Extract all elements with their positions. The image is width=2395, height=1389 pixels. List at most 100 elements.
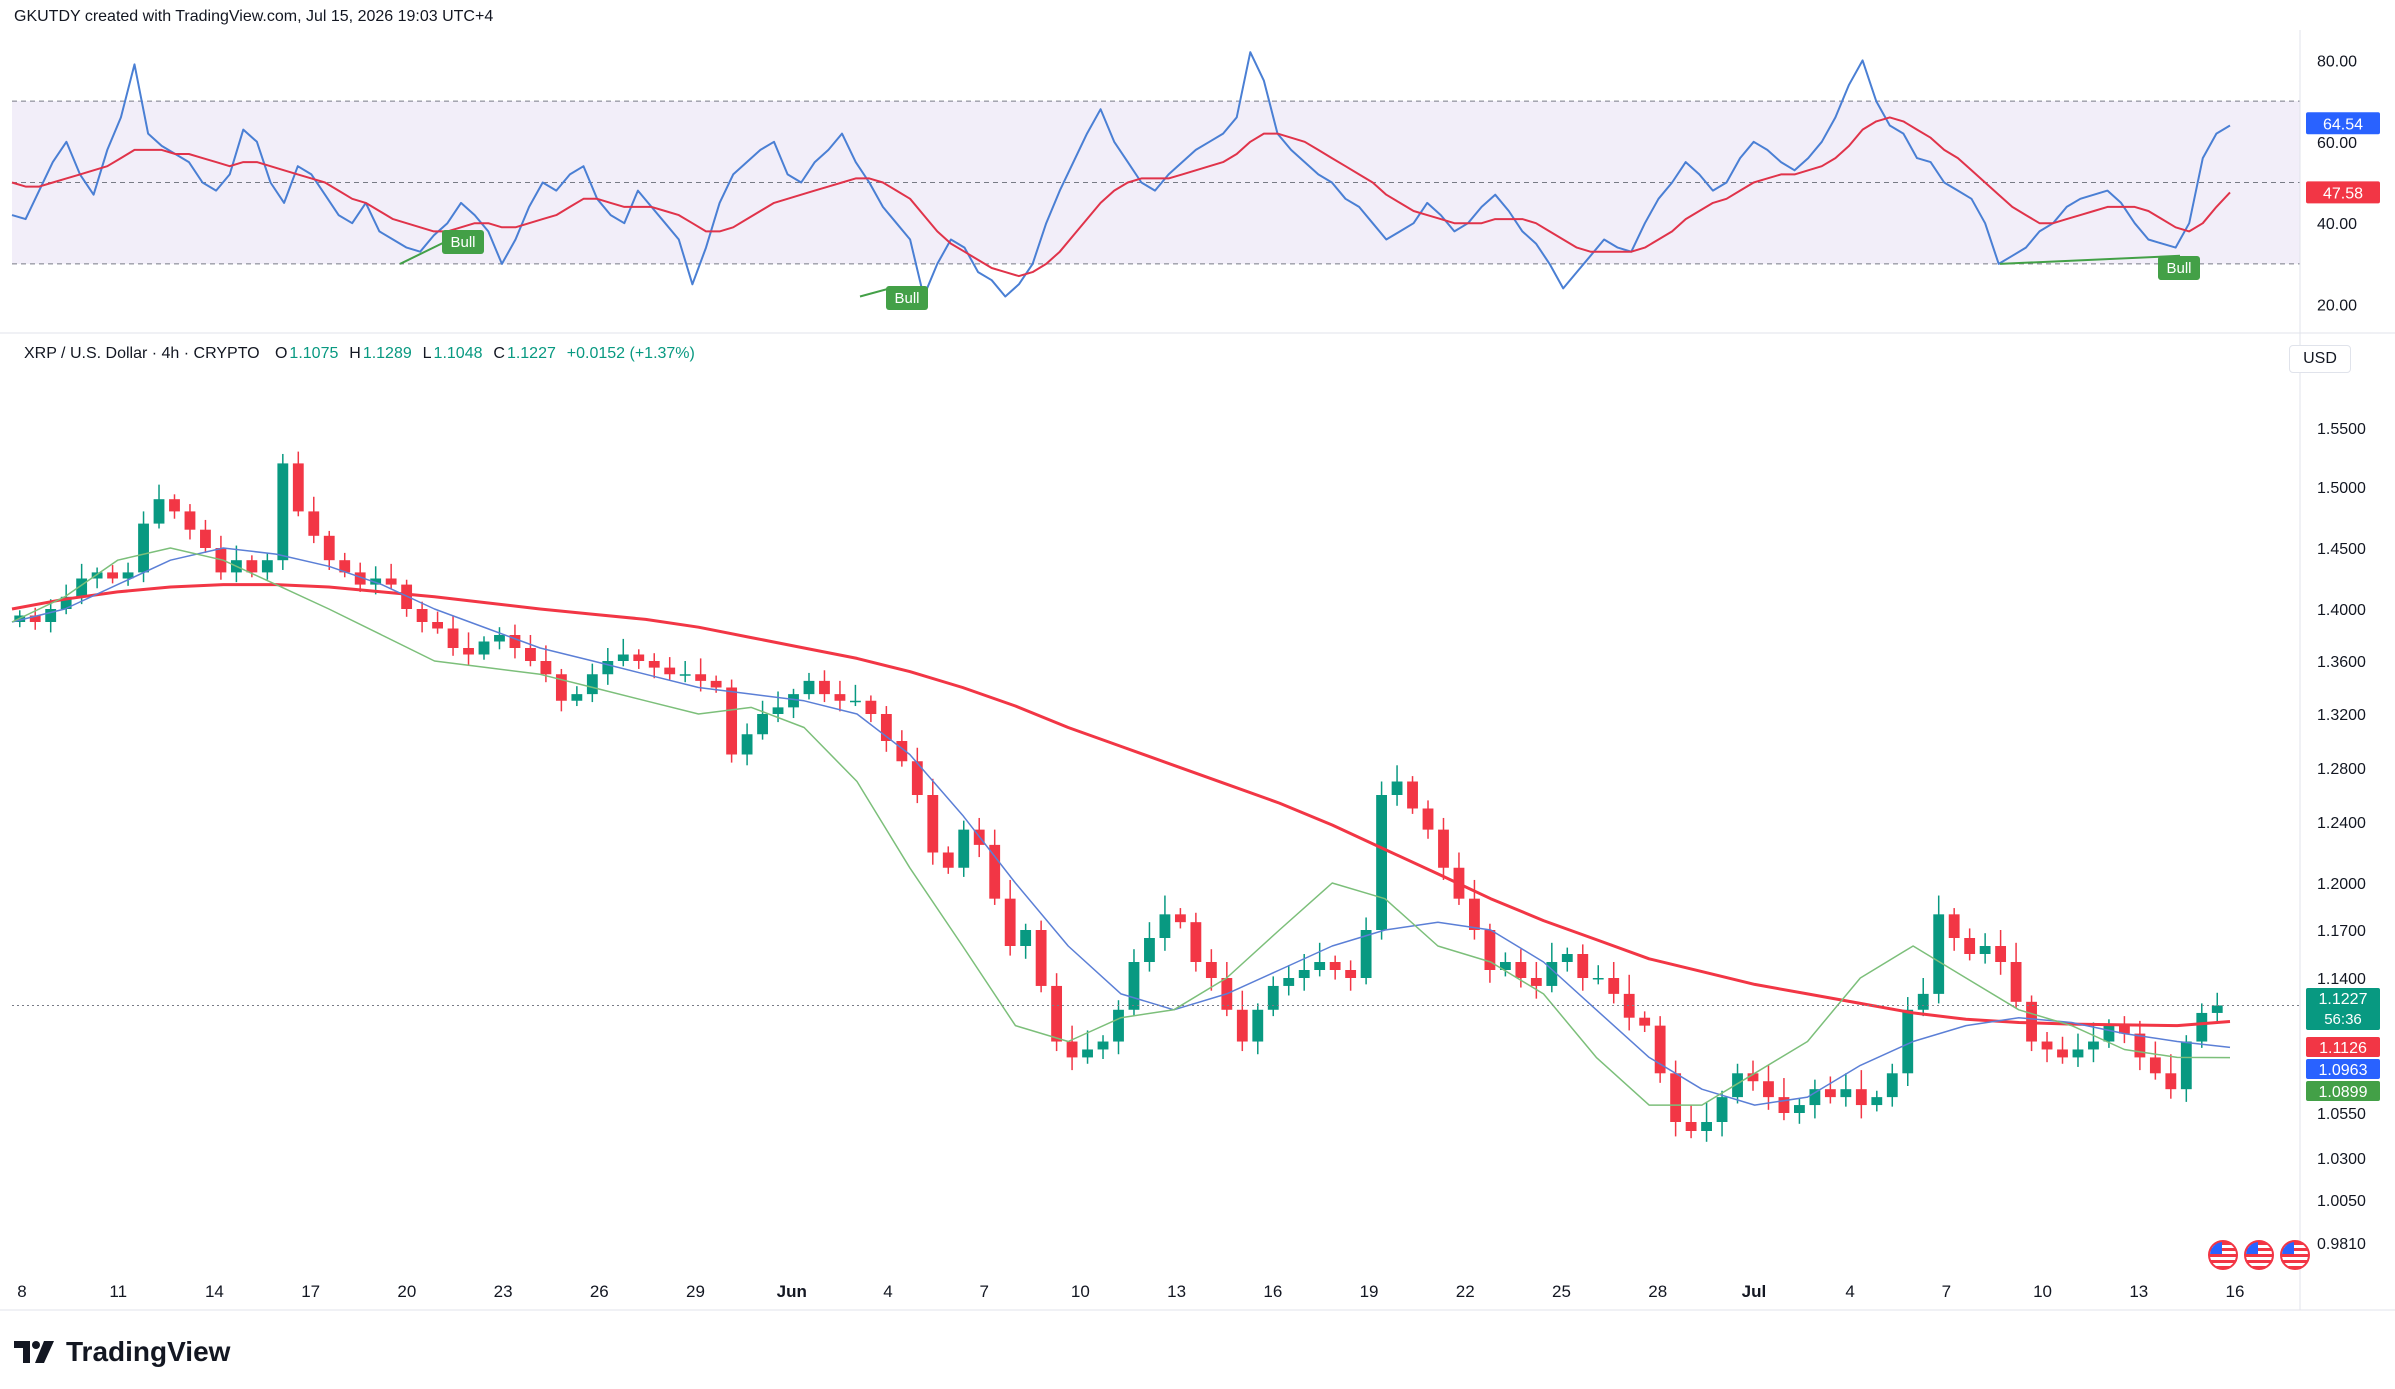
rsi-tick-label: 40.00	[2317, 216, 2357, 233]
us-flag-icon[interactable]	[2280, 1240, 2310, 1270]
candle-body	[1685, 1122, 1697, 1131]
candle-body	[1995, 946, 2007, 962]
candle-body	[958, 829, 970, 868]
candle-body	[1407, 781, 1418, 809]
time-tick-label: 4	[883, 1282, 892, 1301]
candle-body	[200, 529, 211, 548]
candle-body	[1809, 1089, 1821, 1106]
price-badge-label: 1.1126	[2319, 1040, 2367, 1057]
close-value: 1.1227	[506, 345, 556, 362]
candle-body	[555, 674, 567, 701]
candle-body	[1391, 781, 1403, 795]
time-tick-label: Jul	[1742, 1282, 1767, 1301]
candle-body	[1716, 1097, 1728, 1122]
divergence-line	[859, 287, 891, 298]
price-tick-label: 1.0550	[2317, 1106, 2366, 1123]
candle-body	[494, 635, 505, 642]
candle-body	[1376, 795, 1388, 930]
candle-body	[1561, 954, 1573, 962]
time-tick-label: 26	[590, 1282, 609, 1301]
bull-label-box	[442, 230, 484, 254]
tradingview-icon	[14, 1341, 54, 1363]
price-badge-label: 1.1227	[2319, 991, 2368, 1008]
candle-body	[571, 694, 583, 701]
candle-body	[2057, 1049, 2068, 1058]
event-flags[interactable]	[2208, 1240, 2310, 1270]
price-tick-label: 1.4500	[2317, 541, 2366, 558]
candle-body	[29, 615, 41, 622]
candle-body	[2010, 962, 2022, 1002]
candle-body	[927, 795, 939, 853]
candle-body	[138, 523, 149, 573]
price-tick-label: 1.0300	[2317, 1151, 2366, 1168]
candle-body	[463, 648, 474, 655]
candle-body	[1778, 1097, 1790, 1113]
symbol-label[interactable]: XRP / U.S. Dollar · 4h · CRYPTO	[24, 345, 260, 362]
candle-body	[1205, 962, 1217, 978]
price-badge	[2306, 1037, 2380, 1057]
candle-body	[1871, 1097, 1883, 1106]
price-panel[interactable]	[11, 451, 2300, 1142]
candle-body	[1623, 993, 1635, 1018]
candle-body	[1886, 1073, 1898, 1098]
candle-body	[1252, 1009, 1264, 1042]
candle-body	[1438, 829, 1449, 868]
currency-button[interactable]: USD	[2289, 345, 2351, 373]
ma-mid-line	[11, 547, 2231, 1106]
bull-label: Bull	[894, 290, 919, 307]
candle-body	[292, 463, 304, 512]
candle-body	[1824, 1089, 1836, 1098]
candle-body	[989, 844, 1001, 899]
candle-body	[1035, 930, 1047, 986]
bull-label-box	[886, 286, 928, 310]
candle-body	[1948, 914, 1960, 938]
candle-body	[1345, 970, 1357, 978]
rsi-badge	[2306, 112, 2380, 135]
candle-body	[478, 641, 490, 655]
candle-body	[2134, 1033, 2146, 1058]
rsi-tick-label: 60.00	[2317, 135, 2357, 152]
candle-body	[1530, 978, 1542, 986]
axes: 80.00 60.00 40.00 20.00 1.5500 1.5000 1.4500 1.…	[0, 30, 2395, 1311]
tradingview-logo[interactable]: TradingView	[14, 1336, 230, 1368]
rsi-panel[interactable]: Bull Bull Bull	[11, 51, 2300, 310]
time-tick-label: 8	[17, 1282, 26, 1301]
candle-body	[385, 578, 397, 585]
divergence-line	[399, 238, 451, 265]
time-tick-label: 22	[1456, 1282, 1475, 1301]
low-value: 1.1048	[433, 345, 483, 362]
candle-body	[1190, 922, 1202, 962]
price-badge-label: 1.0963	[2319, 1062, 2368, 1079]
bull-label: Bull	[2166, 260, 2191, 277]
candle-body	[153, 499, 165, 524]
us-flag-icon[interactable]	[2208, 1240, 2238, 1270]
candle-body	[1902, 1009, 1914, 1074]
candle-body	[416, 609, 428, 622]
bull-label-box	[2158, 256, 2200, 280]
candle-body	[602, 661, 614, 675]
candle-body	[122, 572, 134, 579]
candle-body	[540, 661, 552, 675]
price-tick-label: 1.2400	[2317, 815, 2366, 832]
price-badge-label: 1.0899	[2319, 1084, 2368, 1101]
time-tick-label: 19	[1360, 1282, 1379, 1301]
candle-body	[1639, 1017, 1651, 1026]
candle-body	[1144, 938, 1155, 962]
price-badge	[2306, 1059, 2380, 1079]
candle-body	[169, 499, 180, 512]
us-flag-icon[interactable]	[2244, 1240, 2274, 1270]
time-tick-label: 17	[301, 1282, 320, 1301]
candle-body	[246, 560, 258, 573]
high-value: 1.1289	[362, 345, 412, 362]
low-label: L	[422, 345, 432, 362]
price-badge	[2306, 1081, 2380, 1101]
candle-body	[1840, 1089, 1852, 1098]
candle-body	[1701, 1122, 1712, 1131]
candle-body	[772, 707, 784, 714]
time-tick-label: 13	[2129, 1282, 2148, 1301]
candle-body	[1964, 938, 1976, 954]
candle-body	[261, 560, 273, 573]
price-tick-label: 1.1700	[2317, 923, 2366, 940]
candle-body	[1484, 930, 1496, 970]
